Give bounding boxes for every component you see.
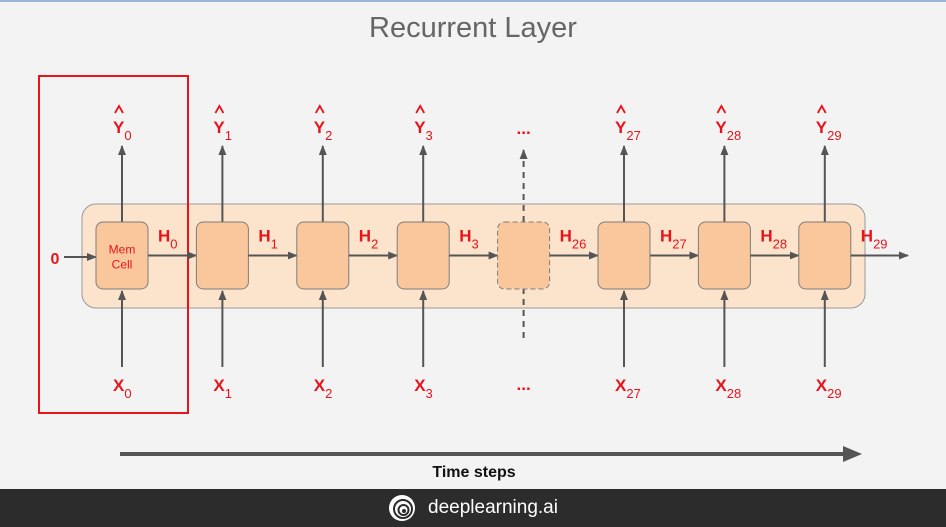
hidden-state-label-subscript: 29 [873,237,887,252]
hidden-state-label-subscript: 2 [371,237,378,252]
deeplearning-logo-icon [389,495,416,521]
input-label: X28 [715,376,741,401]
output-label: Y28 [715,118,741,143]
input-label-base: X [816,376,828,395]
hidden-state-label: H1 [258,227,278,252]
time-steps-label: Time steps [432,464,515,481]
input-label: X0 [113,376,132,401]
output-ellipsis-base: ... [517,119,531,138]
hidden-state-label-subscript: 1 [271,237,278,252]
footer-brand: deeplearning.ai [428,497,558,518]
output-label: Y2 [314,118,333,143]
hidden-state-label: H27 [660,227,687,252]
input-label-subscript: 3 [426,386,433,401]
output-hat-mark [214,104,225,114]
output-label-subscript: 29 [827,128,841,143]
hidden-state-label: H28 [760,227,787,252]
recurrent-layer-diagram: 0 Time steps MemCellH0X0Y0H1X1Y1H2X2Y2H3… [38,75,909,481]
memory-cell-label-line2: Cell [112,258,133,272]
output-hat-mark [616,104,626,114]
hidden-state-label-base: H [359,227,371,246]
input-label-base: X [113,376,125,395]
top-border [0,0,946,2]
output-hat-mark [817,104,827,114]
input-label-subscript: 1 [225,386,232,401]
output-label-subscript: 1 [225,128,232,143]
hidden-state-label: H26 [560,227,587,252]
input-label-subscript: 2 [325,386,332,401]
output-label-subscript: 0 [124,128,131,143]
hidden-state-label-subscript: 28 [773,237,787,252]
hidden-state-label: H3 [459,227,479,252]
hidden-state-label-base: H [760,227,772,246]
hidden-state-label-base: H [158,227,170,246]
memory-cell [597,221,651,290]
memory-cell [296,221,350,290]
hidden-state-label-subscript: 27 [672,237,686,252]
output-hat-mark [114,104,124,114]
initial-state-label: 0 [51,251,60,268]
input-label-base: X [314,376,326,395]
output-hat-mark [315,104,325,114]
hidden-state-label-base: H [459,227,471,246]
input-label-subscript: 29 [827,386,841,401]
input-label-base: X [615,376,627,395]
input-label-subscript: 27 [626,386,640,401]
hidden-state-label-subscript: 26 [572,237,586,252]
hidden-state-label-base: H [861,227,873,246]
input-label: X27 [615,376,641,401]
hidden-state-label-base: H [258,227,270,246]
memory-cell [497,221,551,290]
memory-cell [396,221,450,290]
input-ellipsis: ... [517,375,531,394]
hidden-state-label-subscript: 3 [471,237,478,252]
input-label-base: X [414,376,426,395]
input-label-subscript: 0 [124,386,131,401]
input-label-base: X [715,376,727,395]
highlight-box [38,75,189,414]
output-label-base: Y [615,118,627,137]
hidden-state-label-subscript: 0 [170,237,177,252]
input-label: X1 [213,376,232,401]
hidden-state-label: H2 [359,227,379,252]
input-label: X2 [314,376,333,401]
output-hat-mark [415,104,425,114]
output-label-base: Y [113,118,125,137]
output-label: Y29 [816,118,842,143]
hidden-state-label-base: H [560,227,572,246]
output-label: Y3 [414,118,433,143]
output-label-subscript: 2 [325,128,332,143]
output-label-subscript: 28 [727,128,741,143]
output-label-subscript: 3 [426,128,433,143]
input-label: X3 [414,376,433,401]
output-label-base: Y [715,118,727,137]
input-label-base: X [213,376,225,395]
time-arrow-head [843,446,862,462]
hidden-state-label: H29 [861,227,888,252]
memory-cell [697,221,751,290]
input-label: X29 [816,376,842,401]
hidden-state-label: H0 [158,227,178,252]
output-ellipsis: ... [517,119,531,138]
output-label-base: Y [314,118,326,137]
output-label: Y1 [213,118,232,143]
output-label: Y0 [113,118,132,143]
memory-cell-label-line1: Mem [109,243,136,257]
output-label: Y27 [615,118,641,143]
output-hat-mark [716,104,727,114]
output-label-base: Y [213,118,225,137]
output-label-base: Y [414,118,426,137]
memory-cell [798,221,852,290]
output-label-subscript: 27 [626,128,640,143]
input-label-subscript: 28 [727,386,741,401]
hidden-state-label-base: H [660,227,672,246]
output-label-base: Y [816,118,828,137]
footer-bar: deeplearning.ai [0,489,946,527]
input-ellipsis-base: ... [517,375,531,394]
page-title: Recurrent Layer [369,12,577,44]
memory-cell [195,221,249,290]
